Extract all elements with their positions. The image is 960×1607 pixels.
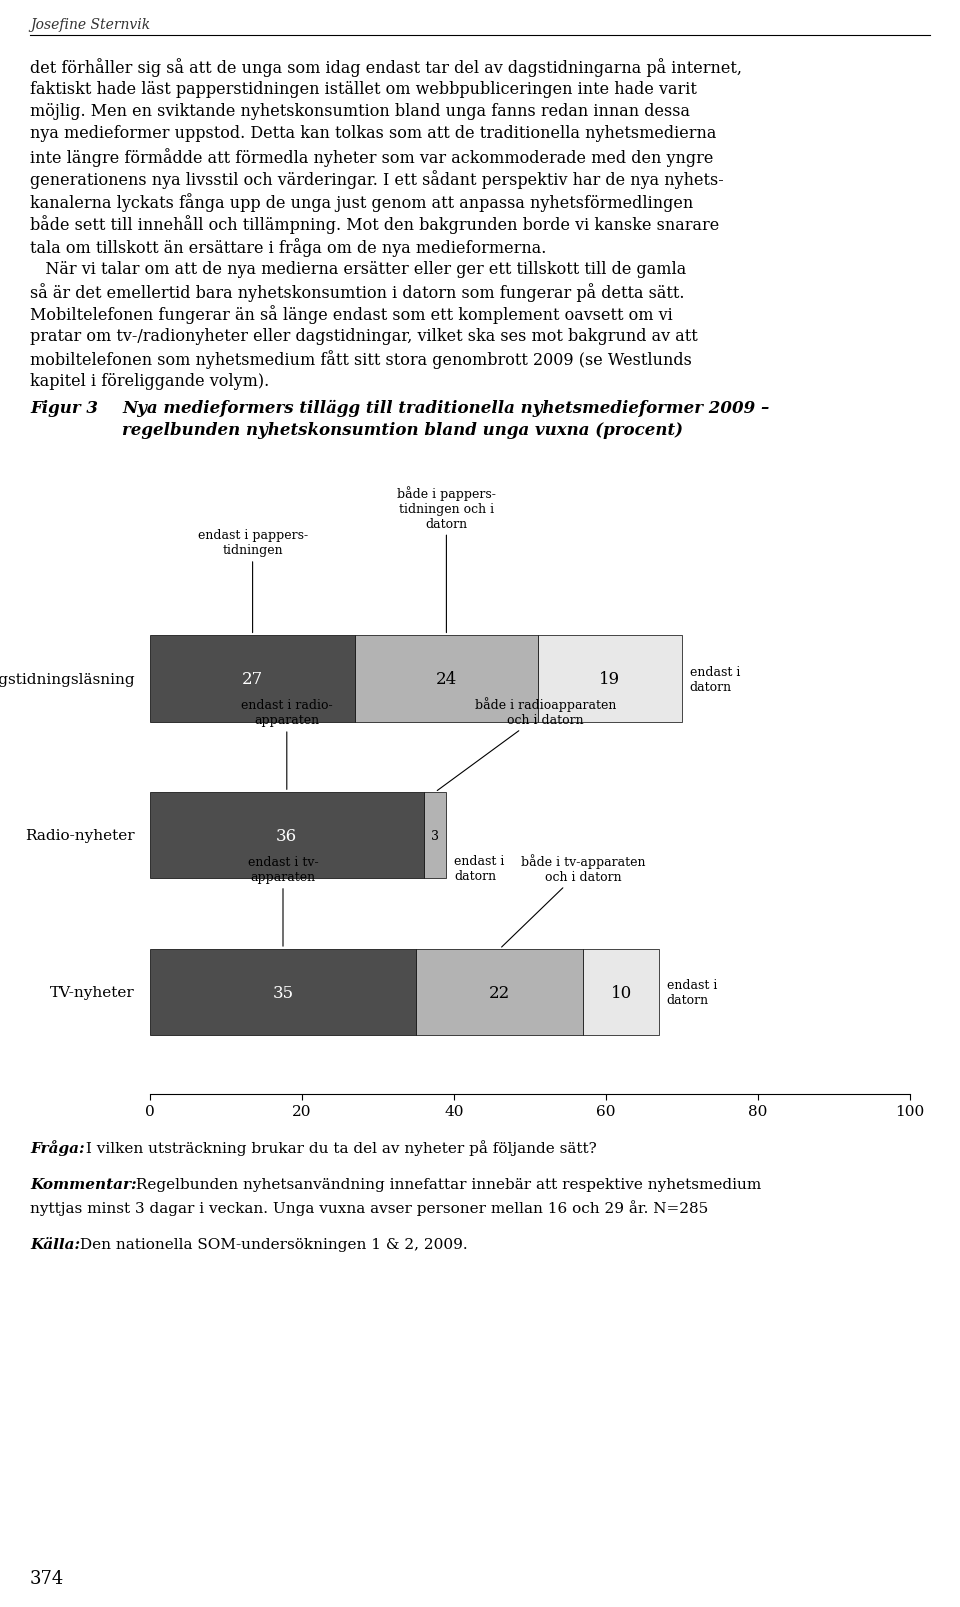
Text: endast i
datorn: endast i datorn [689, 665, 740, 693]
Text: endast i tv-
apparaten: endast i tv- apparaten [248, 855, 319, 947]
Text: möjlig. Men en sviktande nyhetskonsumtion bland unga fanns redan innan dessa: möjlig. Men en sviktande nyhetskonsumtio… [30, 103, 690, 121]
Text: det förhåller sig så att de unga som idag endast tar del av dagstidningarna på i: det förhåller sig så att de unga som ida… [30, 58, 742, 77]
Text: både sett till innehåll och tillämpning. Mot den bakgrunden borde vi kanske snar: både sett till innehåll och tillämpning.… [30, 215, 719, 235]
Bar [150, 792, 423, 879]
Text: 19: 19 [599, 670, 620, 688]
Bar [416, 950, 584, 1035]
Text: endast i
datorn: endast i datorn [454, 855, 504, 882]
Text: mobiltelefonen som nyhetsmedium fått sitt stora genombrott 2009 (se Westlunds: mobiltelefonen som nyhetsmedium fått sit… [30, 350, 692, 370]
Text: endast i pappers-
tidningen: endast i pappers- tidningen [198, 529, 307, 633]
Text: 27: 27 [242, 670, 263, 688]
Text: Radio-nyheter: Radio-nyheter [25, 829, 134, 842]
Text: generationens nya livsstil och värderingar. I ett sådant perspektiv har de nya n: generationens nya livsstil och värdering… [30, 170, 724, 190]
Text: endast i
datorn: endast i datorn [667, 979, 717, 1006]
Text: Regelbunden nyhetsanvändning innefattar innebär att respektive nyhetsmedium: Regelbunden nyhetsanvändning innefattar … [131, 1178, 761, 1191]
Text: TV-nyheter: TV-nyheter [50, 985, 134, 1000]
Text: regelbunden nyhetskonsumtion bland unga vuxna (procent): regelbunden nyhetskonsumtion bland unga … [122, 421, 683, 439]
Bar [355, 636, 538, 722]
Text: kapitel i föreliggande volym).: kapitel i föreliggande volym). [30, 373, 269, 391]
Text: nya medieformer uppstod. Detta kan tolkas som att de traditionella nyhetsmediern: nya medieformer uppstod. Detta kan tolka… [30, 125, 716, 143]
Text: nyttjas minst 3 dagar i veckan. Unga vuxna avser personer mellan 16 och 29 år. N: nyttjas minst 3 dagar i veckan. Unga vux… [30, 1199, 708, 1215]
Text: I vilken utsträckning brukar du ta del av nyheter på följande sätt?: I vilken utsträckning brukar du ta del a… [81, 1139, 597, 1155]
Text: 3: 3 [431, 829, 439, 842]
Text: kanalerna lyckats fånga upp de unga just genom att anpassa nyhetsförmedlingen: kanalerna lyckats fånga upp de unga just… [30, 193, 693, 212]
Text: Nya medieformers tillägg till traditionella nyhetsmedieformer 2009 –: Nya medieformers tillägg till traditione… [122, 400, 769, 416]
Text: 10: 10 [611, 983, 632, 1001]
Text: Fråga:: Fråga: [30, 1139, 84, 1155]
Text: både i tv-apparaten
och i datorn: både i tv-apparaten och i datorn [501, 853, 645, 948]
Text: både i pappers-
tidningen och i
datorn: både i pappers- tidningen och i datorn [397, 485, 495, 633]
Text: Den nationella SOM-undersökningen 1 & 2, 2009.: Den nationella SOM-undersökningen 1 & 2,… [75, 1237, 468, 1252]
Text: Josefine Sternvik: Josefine Sternvik [30, 18, 150, 32]
Text: 35: 35 [273, 983, 294, 1001]
Text: 36: 36 [276, 828, 298, 844]
Bar [150, 950, 416, 1035]
Text: Figur 3: Figur 3 [30, 400, 98, 416]
Text: 22: 22 [489, 983, 510, 1001]
Text: Dagstidningsläsning: Dagstidningsläsning [0, 672, 134, 686]
Bar [150, 636, 355, 722]
Bar [538, 636, 682, 722]
Text: både i radioapparaten
och i datorn: både i radioapparaten och i datorn [437, 697, 616, 791]
Text: pratar om tv-/radionyheter eller dagstidningar, vilket ska ses mot bakgrund av a: pratar om tv-/radionyheter eller dagstid… [30, 328, 698, 346]
Text: endast i radio-
apparaten: endast i radio- apparaten [241, 699, 332, 791]
Text: så är det emellertid bara nyhetskonsumtion i datorn som fungerar på detta sätt.: så är det emellertid bara nyhetskonsumti… [30, 283, 684, 302]
Bar [423, 792, 446, 879]
Text: Mobiltelefonen fungerar än så länge endast som ett komplement oavsett om vi: Mobiltelefonen fungerar än så länge enda… [30, 305, 673, 325]
Text: När vi talar om att de nya medierna ersätter eller ger ett tillskott till de gam: När vi talar om att de nya medierna ersä… [30, 260, 686, 278]
Text: Källa:: Källa: [30, 1237, 80, 1252]
Text: Kommentar:: Kommentar: [30, 1178, 136, 1191]
Text: tala om tillskott än ersättare i fråga om de nya medieformerna.: tala om tillskott än ersättare i fråga o… [30, 238, 546, 257]
Text: 24: 24 [436, 670, 457, 688]
Text: 374: 374 [30, 1568, 64, 1588]
Bar [584, 950, 660, 1035]
Text: faktiskt hade läst papperstidningen istället om webbpubliceringen inte hade vari: faktiskt hade läst papperstidningen istä… [30, 80, 697, 98]
Text: inte längre förmådde att förmedla nyheter som var ackommoderade med den yngre: inte längre förmådde att förmedla nyhete… [30, 148, 713, 167]
